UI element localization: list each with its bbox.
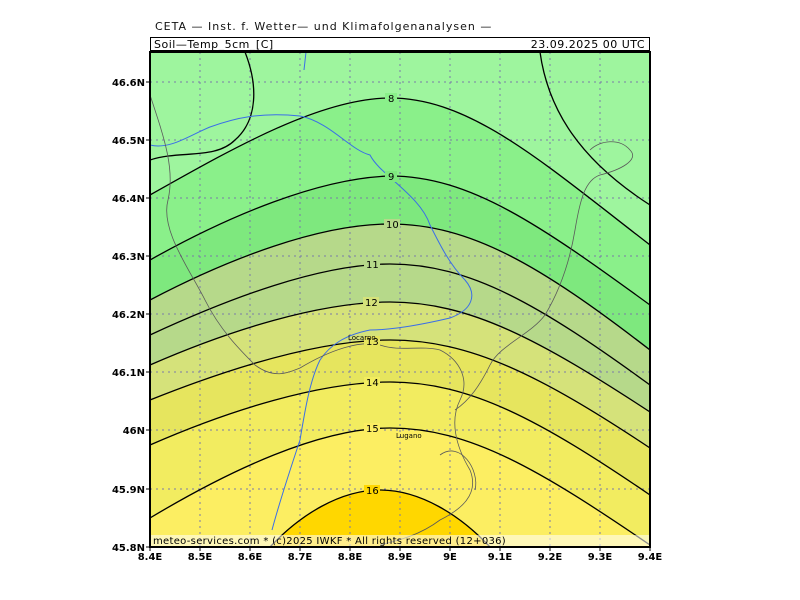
- river-ticino: [150, 114, 473, 531]
- city-lugano: Lugano: [396, 432, 422, 440]
- isotherm-label-10: 10: [386, 220, 399, 231]
- river-north: [303, 52, 307, 71]
- isotherm-11: [150, 263, 650, 386]
- isotherm-12: [150, 301, 650, 413]
- isotherm-15: [150, 427, 650, 546]
- isotherm-14: [150, 381, 650, 496]
- hydrography: [150, 52, 473, 531]
- city-labels: Locarno Lugano: [348, 334, 422, 440]
- copyright-strip: [150, 535, 650, 547]
- lon-labels: 8.4E 8.5E 8.6E 8.7E 8.8E 8.9E 9E 9.1E 9.…: [138, 552, 663, 563]
- lat-label: 46.2N: [112, 310, 145, 321]
- isotherm-label-9: 9: [388, 172, 394, 183]
- lon-label: 9.3E: [588, 552, 613, 563]
- lat-label: 46.5N: [112, 136, 145, 147]
- parameter-bar: Soil—Temp_5cm_[C] 23.09.2025 00 UTC: [150, 37, 650, 51]
- lat-label: 46N: [123, 426, 145, 437]
- lon-label: 8.8E: [338, 552, 363, 563]
- lon-label: 8.5E: [188, 552, 213, 563]
- lon-label: 8.6E: [238, 552, 263, 563]
- parameter-label: Soil—Temp_5cm_[C]: [154, 38, 274, 51]
- isotherm-label-12: 12: [365, 298, 378, 309]
- product-title: CETA — Inst. f. Wetter— und Klimafolgena…: [155, 20, 493, 33]
- isotherm-label-16: 16: [366, 486, 379, 497]
- copyright-text: meteo-services.com * (c)2025 IWKF * All …: [153, 536, 506, 547]
- lon-label: 9E: [443, 552, 457, 563]
- isotherm-labels: 8 9 10 11 12 13 14 15 16: [363, 93, 400, 497]
- lat-label: 45.8N: [112, 543, 145, 554]
- band-above-16: [270, 490, 490, 547]
- isotherm-corner-ne: [539, 52, 650, 206]
- lat-label: 46.4N: [112, 194, 145, 205]
- valid-time-label: 23.09.2025 00 UTC: [530, 38, 645, 51]
- lat-label: 46.6N: [112, 78, 145, 89]
- lat-lon-grid: [150, 52, 650, 547]
- isotherm-label-8: 8: [388, 94, 394, 105]
- city-locarno: Locarno: [348, 334, 376, 342]
- lon-label: 8.4E: [138, 552, 163, 563]
- lon-label: 9.2E: [538, 552, 563, 563]
- lat-label: 46.1N: [112, 368, 145, 379]
- lon-label: 9.4E: [638, 552, 663, 563]
- isotherm-label-13: 13: [366, 337, 379, 348]
- lat-labels: 46.6N 46.5N 46.4N 46.3N 46.2N 46.1N 46N …: [112, 78, 145, 554]
- band-15-16: [150, 428, 650, 547]
- lon-ticks: [149, 547, 651, 551]
- isotherm-13: [150, 339, 650, 449]
- temperature-fill-bands: meteo-services.com * (c)2025 IWKF * All …: [150, 52, 650, 547]
- isotherm-label-15: 15: [366, 424, 379, 435]
- lon-label: 9.1E: [488, 552, 513, 563]
- lon-label: 8.9E: [388, 552, 413, 563]
- isotherm-label-11: 11: [366, 260, 379, 271]
- lon-label: 8.7E: [288, 552, 313, 563]
- isotherm-corner-nw: [150, 52, 255, 161]
- lat-ticks: [146, 81, 150, 548]
- lat-label: 46.3N: [112, 252, 145, 263]
- isotherm-label-14: 14: [366, 378, 379, 389]
- lat-label: 45.9N: [112, 485, 145, 496]
